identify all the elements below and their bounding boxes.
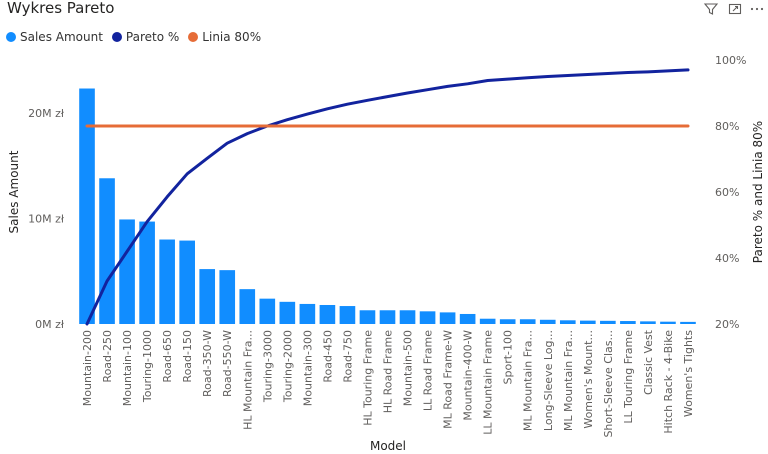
legend-marker-pareto [111,32,122,42]
bar [79,88,95,325]
legend-item-sales-amount[interactable]: Sales Amount [6,30,103,44]
x-tick-label: LL Touring Frame [622,330,635,424]
y2-tick-label: 80% [715,120,739,133]
x-tick-label: Long-Sleeve Log... [542,330,555,431]
x-tick-label: Road-450 [321,330,334,383]
bar [660,321,676,324]
bar [159,239,175,324]
y2-tick-label: 100% [715,54,746,67]
y2-tick-label: 60% [715,186,739,199]
y-tick-label: 20M zł [28,107,65,120]
bar [379,310,396,324]
legend-label-linia-80: Linia 80% [202,30,262,44]
chart-legend: Sales Amount Pareto % Linia 80% [6,30,270,44]
bar [319,304,336,324]
x-tick-label: Touring-1000 [141,330,154,403]
bar [559,320,576,324]
x-tick-label: Hitch Rack - 4-Bike [662,330,675,434]
x-tick-label: Road-750 [341,330,354,383]
legend-item-linia-80[interactable]: Linia 80% [188,30,261,44]
x-tick-label: ML Mountain Fra... [522,330,535,431]
x-tick-label: Mountain-400-W [462,330,475,421]
legend-item-pareto[interactable]: Pareto % [111,30,180,44]
bar [219,270,236,324]
x-tick-label: Road-650 [161,330,174,383]
legend-marker-sales-amount [6,32,16,42]
x-axis-title: Model [370,439,406,453]
bar [580,320,596,324]
more-options-icon[interactable] [749,1,765,17]
y2-axis-title: Pareto % and Linia 80% [751,121,765,263]
bar [499,319,516,324]
bar [259,298,276,324]
focus-mode-icon[interactable] [727,1,743,17]
bar [519,319,536,324]
x-tick-label: Road-250 [101,330,114,383]
legend-marker-linia-80 [188,32,199,42]
bar [539,319,556,324]
x-tick-label: Touring-2000 [281,330,294,403]
bar [439,312,456,324]
legend-label-sales-amount: Sales Amount [20,30,103,44]
y2-tick-label: 20% [715,318,739,331]
bar [199,269,216,324]
pareto-line [85,68,690,326]
bar [99,178,115,324]
bar [359,310,376,324]
bar [680,321,696,324]
x-tick-label: ML Road Frame-W [442,330,455,429]
bar [179,240,195,324]
bar [459,313,476,324]
x-tick-label: Short-Sleeve Clas... [602,330,615,438]
legend-label-pareto: Pareto % [125,30,180,44]
x-tick-label: Mountain-300 [301,330,314,406]
bar [339,306,356,324]
x-tick-label: Women's Tights [682,330,695,417]
x-tick-label: Road-550-W [221,330,234,397]
y2-tick-label: 40% [715,252,739,265]
x-tick-label: Road-150 [181,330,194,383]
x-tick-label: Women's Mount... [582,330,595,429]
bar [640,321,656,324]
bar [600,320,616,324]
x-tick-label: HL Road Frame [382,330,395,414]
x-tick-label: HL Touring Frame [361,330,374,426]
y-tick-label: 0M zł [35,318,65,331]
bar [119,219,135,324]
bar [419,311,436,324]
x-tick-label: Touring-3000 [261,330,274,403]
x-tick-label: Mountain-200 [81,330,94,406]
filter-icon[interactable] [703,1,719,17]
x-tick-label: ML Mountain Fra... [562,330,575,431]
x-tick-label: Sport-100 [502,330,515,385]
bar [479,318,496,324]
chart-title: Wykres Pareto [7,0,115,17]
x-tick-label: Road-350-W [201,330,214,397]
bar [279,301,296,324]
x-tick-label: HL Mountain Fra... [241,330,254,430]
bar [299,303,316,324]
bar [239,289,256,324]
x-tick-label: LL Mountain Frame [482,330,495,435]
bar [139,221,155,324]
bar [399,310,416,324]
y-tick-label: 10M zł [28,212,65,225]
x-tick-label: Mountain-100 [121,330,134,406]
bar [620,321,636,324]
x-tick-label: Mountain-500 [402,330,415,406]
x-tick-label: LL Road Frame [422,330,435,411]
x-tick-label: Classic Vest [642,329,655,395]
y-axis-title: Sales Amount [7,150,21,233]
